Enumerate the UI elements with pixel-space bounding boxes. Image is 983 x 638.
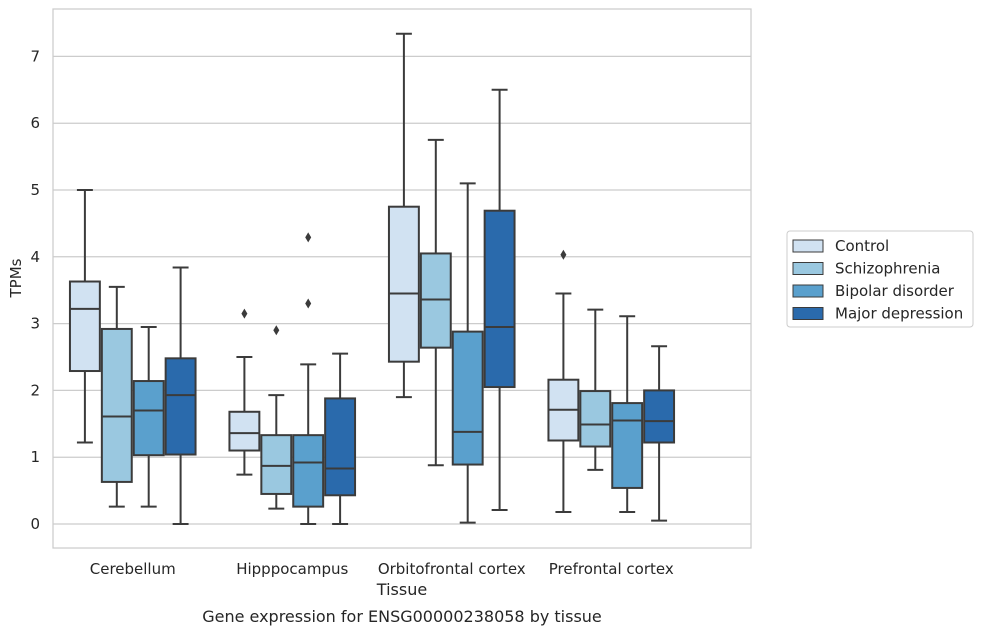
box-bipolar-disorder bbox=[132, 325, 165, 508]
outlier-marker bbox=[305, 232, 312, 243]
box-bipolar-disorder bbox=[611, 315, 644, 513]
box-control bbox=[228, 308, 261, 476]
box-iqr bbox=[579, 390, 612, 448]
box-schizophrenia bbox=[419, 138, 452, 467]
x-tick-label: Orbitofrontal cortex bbox=[378, 560, 526, 578]
box-bipolar-disorder bbox=[451, 182, 484, 524]
y-tick-label: 5 bbox=[30, 181, 40, 199]
y-tick-label: 4 bbox=[30, 248, 40, 266]
box-iqr bbox=[611, 402, 644, 489]
box-iqr bbox=[324, 397, 357, 497]
x-tick-label: Prefrontal cortex bbox=[549, 560, 674, 578]
box-iqr bbox=[451, 330, 484, 466]
box-control bbox=[68, 189, 101, 444]
legend-swatch bbox=[792, 307, 824, 320]
box-major-depression bbox=[324, 352, 357, 525]
y-tick-labels: 0 1 2 3 4 5 6 7 bbox=[30, 47, 40, 533]
x-axis-label: Tissue bbox=[376, 580, 427, 599]
outlier-marker bbox=[241, 308, 248, 319]
box-iqr bbox=[132, 380, 165, 457]
box-iqr bbox=[100, 327, 133, 483]
x-tick-labels: Cerebellum Hipppocampus Orbitofrontal cort… bbox=[90, 560, 674, 578]
plot-frame bbox=[52, 8, 752, 549]
legend-item: Major depression bbox=[792, 305, 963, 323]
legend-swatch bbox=[792, 262, 824, 275]
y-tick-label: 3 bbox=[30, 315, 40, 333]
y-axis-label: TPMs bbox=[7, 258, 25, 298]
legend-item: Bipolar disorder bbox=[792, 282, 955, 300]
chart-caption: Gene expression for ENSG00000238058 by t… bbox=[202, 607, 602, 626]
legend-label: Schizophrenia bbox=[835, 260, 940, 278]
legend-swatch bbox=[792, 239, 824, 253]
box-major-depression bbox=[164, 266, 197, 525]
legend-label: Control bbox=[835, 237, 889, 255]
box-iqr bbox=[260, 434, 293, 495]
box-major-depression bbox=[643, 345, 676, 522]
outlier-marker bbox=[560, 249, 567, 260]
box-iqr bbox=[164, 357, 197, 456]
legend-item: Control bbox=[792, 237, 889, 255]
y-tick-label: 7 bbox=[30, 47, 40, 65]
outlier-marker bbox=[305, 298, 312, 309]
box-major-depression bbox=[483, 88, 516, 511]
outlier-marker bbox=[273, 325, 280, 336]
legend-swatch bbox=[792, 284, 824, 298]
box-iqr bbox=[419, 252, 452, 349]
box-iqr bbox=[483, 209, 516, 389]
y-tick-label: 1 bbox=[30, 448, 40, 466]
legend: Control Schizophrenia Bipolar disorder Majo… bbox=[786, 230, 974, 328]
box-schizophrenia bbox=[100, 285, 133, 508]
x-tick-label: Cerebellum bbox=[90, 560, 176, 578]
legend-label: Major depression bbox=[835, 305, 963, 323]
y-tick-label: 2 bbox=[30, 381, 40, 399]
legend-label: Bipolar disorder bbox=[835, 282, 955, 300]
box-control bbox=[387, 32, 420, 399]
box-iqr bbox=[292, 434, 325, 508]
box-iqr bbox=[387, 205, 420, 363]
x-tick-label: Hipppocampus bbox=[236, 560, 348, 578]
box-iqr bbox=[228, 410, 261, 452]
box-iqr bbox=[68, 280, 101, 373]
legend-item: Schizophrenia bbox=[792, 260, 940, 278]
box-groups bbox=[68, 32, 676, 525]
box-bipolar-disorder bbox=[292, 232, 325, 525]
legend-box bbox=[786, 230, 974, 328]
box-iqr bbox=[643, 389, 676, 444]
y-tick-label: 0 bbox=[30, 515, 40, 533]
y-tick-label: 6 bbox=[30, 114, 40, 132]
box-schizophrenia bbox=[579, 308, 612, 471]
box-schizophrenia bbox=[260, 325, 293, 510]
box-control bbox=[547, 249, 580, 513]
